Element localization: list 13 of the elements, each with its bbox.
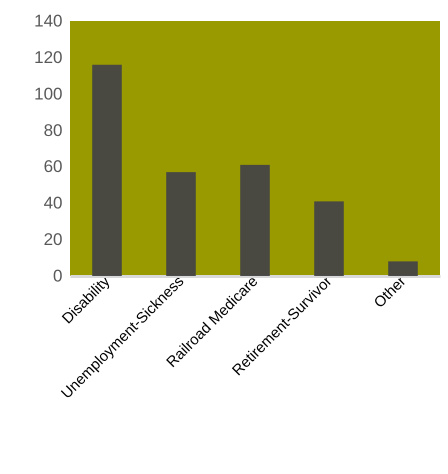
bar: [240, 164, 270, 276]
bar: [314, 201, 344, 276]
y-tick-label: 120: [34, 48, 62, 67]
y-tick-label: 60: [44, 157, 62, 176]
y-tick-label: 0: [53, 266, 62, 286]
y-tick-label: 20: [44, 230, 62, 250]
y-tick-label: 80: [44, 120, 62, 140]
y-tick-label: 40: [44, 194, 62, 213]
y-tick-label: 140: [34, 12, 62, 30]
bar: [388, 261, 418, 276]
y-tick-label: 100: [34, 84, 62, 104]
bar: [166, 172, 196, 276]
bar: [92, 64, 122, 276]
